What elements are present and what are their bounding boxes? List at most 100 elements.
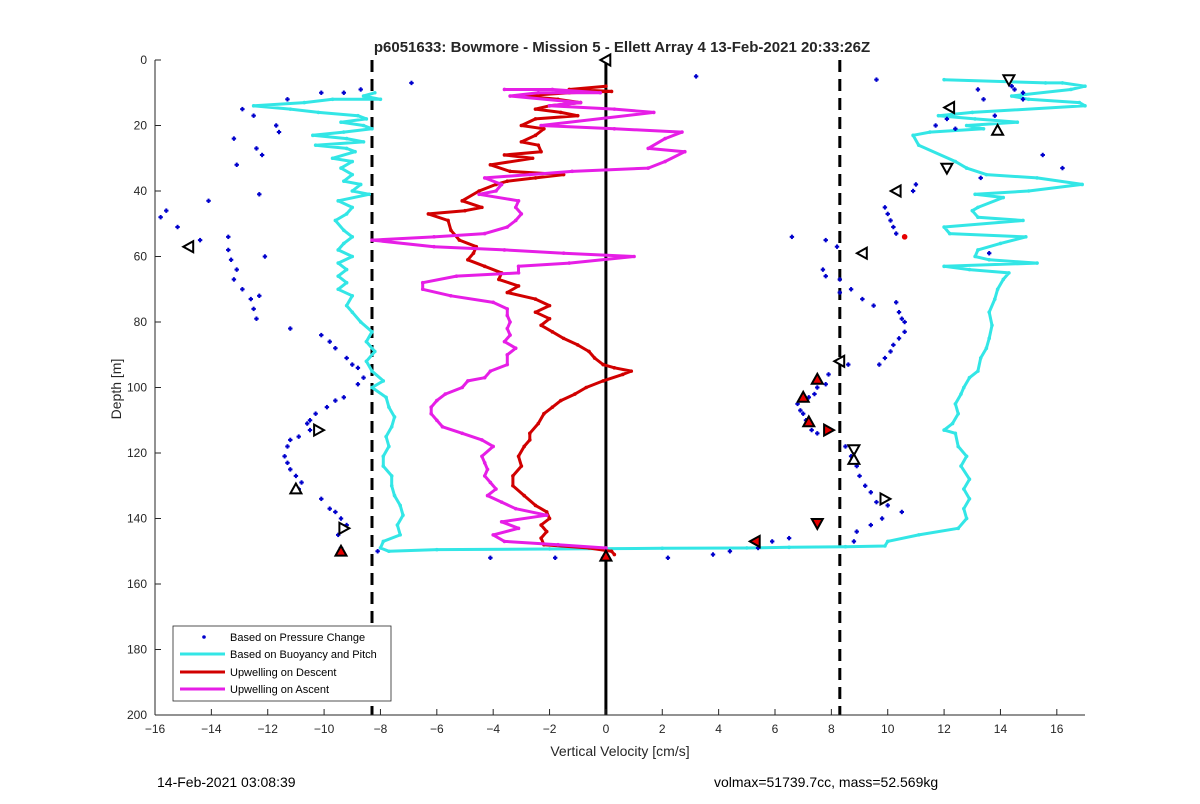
descent-point xyxy=(511,474,515,478)
descent-point xyxy=(516,284,521,288)
ascent-point xyxy=(370,238,374,242)
descent-point xyxy=(539,536,543,540)
buoyancy-point xyxy=(973,254,977,259)
pressure-point xyxy=(285,444,290,449)
x-tick-label: −2 xyxy=(543,722,557,736)
ascent-point xyxy=(499,500,504,504)
buoyancy-point xyxy=(350,310,355,314)
pressure-point xyxy=(978,175,983,181)
descent-point xyxy=(519,123,524,128)
ascent-point xyxy=(488,480,493,485)
ascent-point xyxy=(516,199,521,203)
buoyancy-point xyxy=(1060,81,1065,85)
ascent-point xyxy=(516,264,521,269)
pressure-point xyxy=(234,162,239,167)
buoyancy-point xyxy=(364,359,369,364)
buoyancy-point xyxy=(976,248,980,252)
pressure-point xyxy=(981,97,986,102)
descent-point xyxy=(544,529,549,534)
buoyancy-point xyxy=(336,199,340,203)
descent-point xyxy=(528,431,532,436)
x-tick-label: −8 xyxy=(374,722,388,736)
pressure-point xyxy=(882,205,888,210)
descent-point xyxy=(539,323,543,328)
ascent-point xyxy=(429,411,433,416)
buoyancy-point xyxy=(660,546,665,551)
pressure-point xyxy=(789,234,795,240)
ascent-point xyxy=(536,90,541,95)
buoyancy-point xyxy=(330,97,335,102)
descent-point xyxy=(426,212,431,216)
ascent-point xyxy=(556,542,560,547)
buoyancy-point xyxy=(316,110,321,115)
descent-point xyxy=(573,392,577,396)
buoyancy-point xyxy=(981,126,986,131)
ascent-point xyxy=(505,352,510,357)
buoyancy-point xyxy=(370,126,374,131)
buoyancy-point xyxy=(381,454,386,459)
pressure-point xyxy=(296,434,301,439)
buoyancy-point xyxy=(1021,218,1025,223)
buoyancy-point xyxy=(350,172,355,177)
descent-point xyxy=(449,228,453,233)
ascent-point xyxy=(632,254,636,259)
buoyancy-point xyxy=(344,280,349,285)
buoyancy-point xyxy=(911,133,915,138)
pressure-point xyxy=(992,113,998,118)
pressure-point xyxy=(874,499,879,505)
ascent-point xyxy=(432,244,436,249)
triangle-marker-down xyxy=(939,162,955,176)
pressure-point xyxy=(823,382,828,387)
pressure-point xyxy=(307,418,313,423)
triangle-marker-left xyxy=(854,246,868,261)
buoyancy-point xyxy=(344,146,349,151)
y-axis-label: Depth [m] xyxy=(108,359,124,420)
descent-point xyxy=(519,140,524,144)
x-tick-label: −6 xyxy=(430,722,444,736)
ascent-point xyxy=(513,506,518,511)
plot-area xyxy=(158,52,1087,715)
buoyancy-point xyxy=(1035,261,1039,265)
buoyancy-point xyxy=(964,123,969,128)
buoyancy-point xyxy=(313,143,318,147)
buoyancy-point xyxy=(398,533,402,537)
ascent-point xyxy=(485,467,490,472)
ascent-point xyxy=(513,205,518,210)
ascent-point xyxy=(440,425,445,429)
pressure-point xyxy=(986,251,992,256)
pressure-point xyxy=(837,277,843,282)
pressure-point xyxy=(319,496,324,502)
ascent-point xyxy=(505,225,510,229)
pressure-point xyxy=(846,362,851,367)
ascent-point xyxy=(460,385,464,390)
buoyancy-point xyxy=(336,274,340,278)
pressure-point xyxy=(288,326,293,331)
triangle-marker-down xyxy=(810,518,825,531)
x-tick-label: −12 xyxy=(258,722,279,736)
pressure-point xyxy=(251,113,256,118)
triangle-marker-up xyxy=(288,481,304,495)
buoyancy-point xyxy=(964,166,969,170)
pressure-point xyxy=(234,267,239,272)
ascent-point xyxy=(516,526,521,531)
pressure-point xyxy=(341,395,347,400)
pressure-point xyxy=(355,382,361,387)
pressure-point xyxy=(798,408,803,413)
pressure-point xyxy=(361,375,366,380)
descent-point xyxy=(629,369,634,373)
pressure-point xyxy=(823,273,828,279)
buoyancy-point xyxy=(970,208,975,213)
buoyancy-point xyxy=(928,130,932,134)
triangle-marker-up xyxy=(810,371,825,385)
pressure-point xyxy=(862,483,868,488)
x-tick-label: −10 xyxy=(314,722,335,736)
descent-point xyxy=(539,149,543,154)
descent-point xyxy=(505,290,510,295)
buoyancy-point xyxy=(384,395,388,400)
triangle-marker-left xyxy=(598,52,612,68)
buoyancy-point xyxy=(984,346,989,351)
buoyancy-point xyxy=(745,546,749,550)
pressure-point xyxy=(293,473,299,479)
buoyancy-point xyxy=(364,117,369,121)
pressure-point xyxy=(288,467,293,472)
